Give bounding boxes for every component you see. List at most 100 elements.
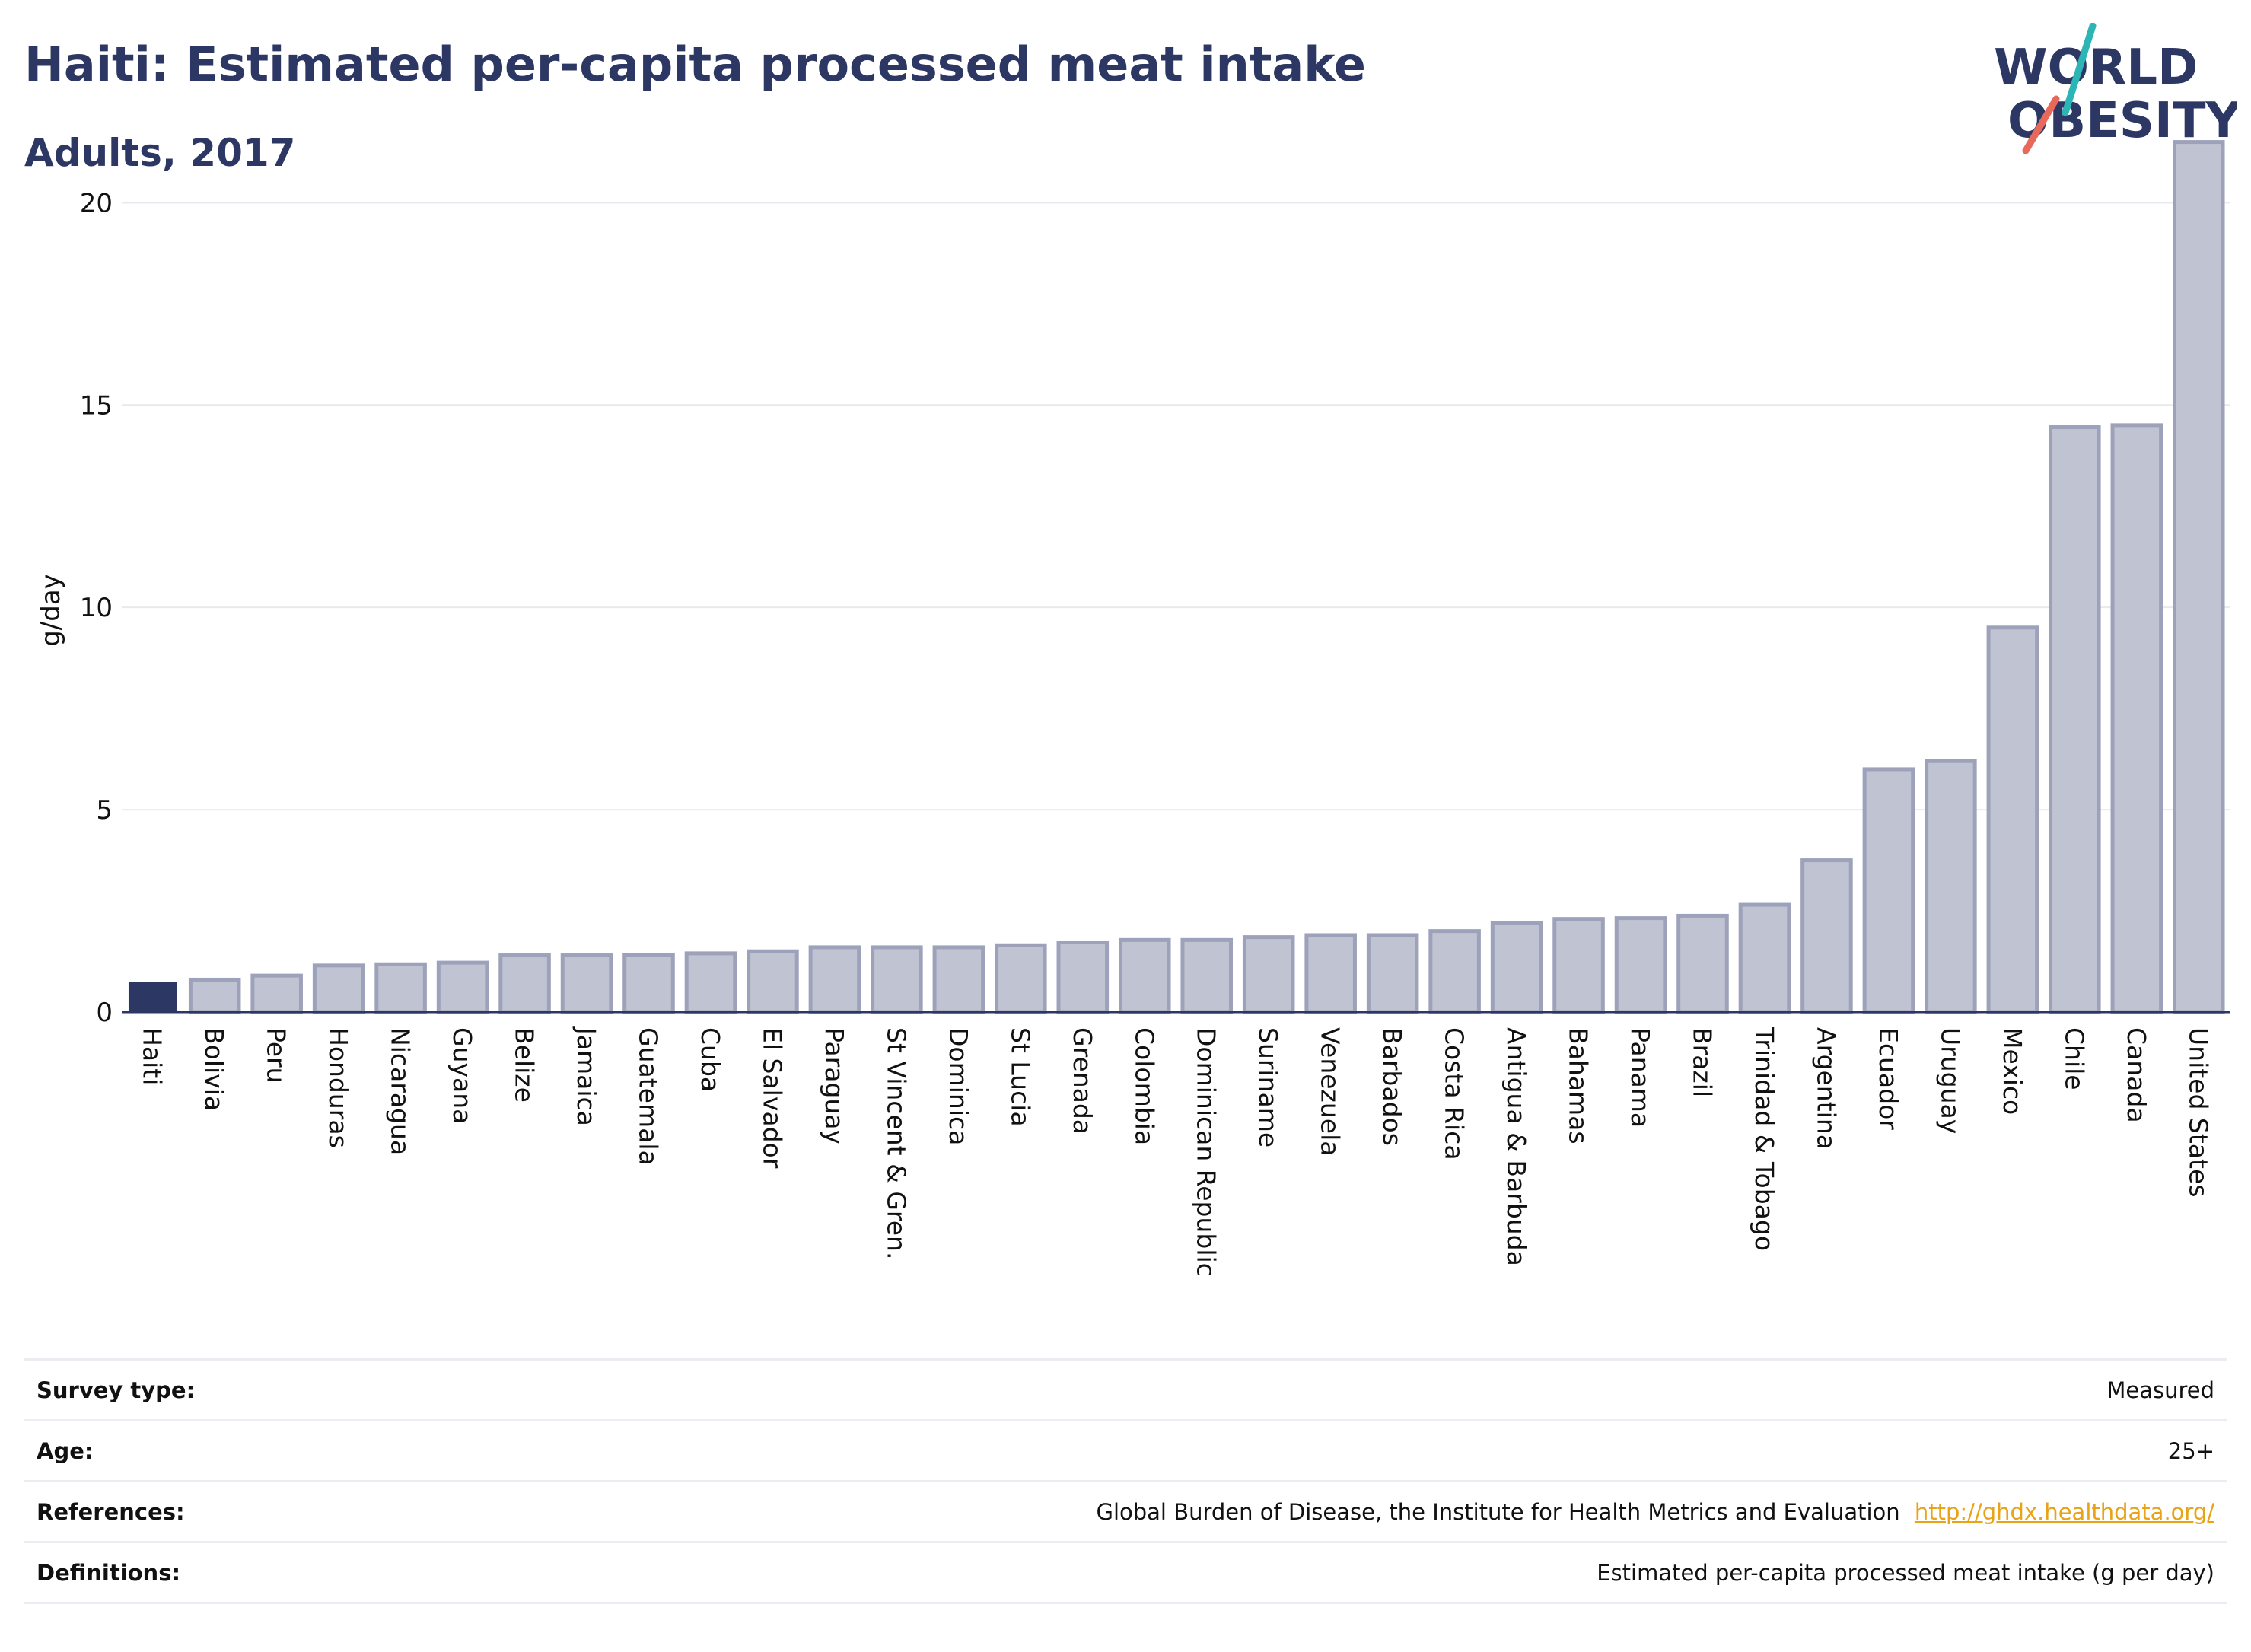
x-tick-label: Brazil [1688, 1027, 1718, 1097]
bar [1366, 933, 1419, 1014]
bar [374, 962, 427, 1014]
bar [560, 953, 613, 1014]
bars [128, 140, 2225, 1014]
metadata-table: Survey type: Measured Age: 25+ Reference… [24, 1358, 2227, 1604]
bar [1242, 935, 1295, 1014]
x-tick-label: Honduras [323, 1027, 353, 1148]
bar [2110, 423, 2163, 1014]
x-tick-label: Uruguay [1935, 1027, 1965, 1134]
x-tick-label: Jamaica [572, 1026, 601, 1126]
bar [1862, 767, 1915, 1014]
bar [1304, 933, 1357, 1014]
x-tick-label: Haiti [138, 1027, 167, 1085]
x-tick-label: Ecuador [1874, 1027, 1903, 1130]
y-tick-label: 5 [96, 795, 113, 826]
bar [1552, 917, 1605, 1014]
age-label: Age: [37, 1437, 94, 1464]
logo-slash-coral [2022, 95, 2060, 154]
x-tick-label: Dominican Republic [1192, 1027, 1221, 1277]
logo-slash-teal [2062, 23, 2097, 116]
y-axis-ticks: 0 5 10 15 20 [80, 188, 113, 1028]
bar [1180, 937, 1234, 1014]
survey-type-label: Survey type: [37, 1377, 196, 1403]
definitions-label: Definitions: [37, 1559, 181, 1586]
x-tick-label: El Salvador [757, 1027, 787, 1169]
x-tick-label: Paraguay [820, 1027, 849, 1144]
x-tick-label: Bolivia [199, 1027, 229, 1111]
y-tick-label: 15 [80, 390, 113, 421]
x-tick-label: Peru [262, 1027, 291, 1084]
bar [1800, 858, 1853, 1014]
bar [1738, 902, 1791, 1014]
x-tick-label: Venezuela [1316, 1027, 1345, 1156]
x-tick-label: Mexico [1998, 1027, 2027, 1115]
bar [1986, 625, 2039, 1014]
survey-type-value: Measured [2106, 1377, 2214, 1403]
bar [1490, 921, 1543, 1014]
x-tick-label: Grenada [1068, 1027, 1097, 1135]
bar [1056, 941, 1110, 1014]
bar [1676, 913, 1729, 1014]
bar [1614, 916, 1667, 1014]
x-tick-label: Antigua & Barbuda [1501, 1027, 1531, 1266]
x-tick-label: Barbados [1377, 1027, 1407, 1146]
bar [995, 943, 1047, 1014]
definitions-value: Estimated per-capita processed meat inta… [1597, 1559, 2214, 1586]
x-tick-label: Panama [1625, 1027, 1655, 1128]
meta-row-age: Age: 25+ [24, 1419, 2227, 1480]
bar [312, 963, 365, 1014]
meta-row-definitions: Definitions: Estimated per-capita proces… [24, 1541, 2227, 1604]
x-tick-label: Suriname [1253, 1027, 1283, 1147]
bar-chart: 0 5 10 15 20 g/day Haiti Bolivia Peru Honduras N… [36, 140, 2230, 1277]
bar [1428, 929, 1481, 1014]
bar-highlighted [128, 982, 177, 1012]
chart-subtitle: Adults, 2017 [24, 131, 296, 175]
y-axis-label: g/day [36, 574, 66, 647]
bar [2049, 425, 2101, 1014]
y-tick-label: 20 [80, 188, 113, 218]
x-tick-label: Argentina [1811, 1027, 1841, 1150]
world-obesity-logo: WORLD OBESITY [1994, 23, 2237, 154]
bar [871, 945, 923, 1014]
x-tick-label: Guyana [447, 1027, 477, 1124]
references-link[interactable]: http://ghdx.healthdata.org/ [1914, 1498, 2214, 1525]
x-tick-label: Nicaragua [386, 1027, 415, 1155]
x-axis-ticks: Haiti Bolivia Peru Honduras Nicaragua Guyana B… [138, 1026, 2214, 1277]
x-tick-label: Colombia [1129, 1027, 1159, 1145]
x-tick-label: St Vincent & Gren. [881, 1027, 911, 1259]
chart-title: Haiti: Estimated per-capita processed me… [24, 37, 1366, 92]
logo-text-world: WORLD [1994, 40, 2198, 96]
bar [932, 945, 985, 1014]
x-tick-label: United States [2183, 1027, 2213, 1197]
gridlines [122, 202, 2230, 811]
x-tick-label: Chile [2059, 1027, 2089, 1090]
x-tick-label: St Lucia [1005, 1027, 1035, 1127]
bar [808, 945, 861, 1014]
bar [684, 951, 737, 1014]
bar [622, 952, 675, 1014]
bar [1118, 937, 1171, 1014]
y-tick-label: 0 [96, 998, 113, 1028]
bar [747, 949, 799, 1014]
x-tick-label: Bahamas [1564, 1027, 1594, 1144]
x-tick-label: Cuba [696, 1027, 725, 1092]
age-value: 25+ [2167, 1437, 2214, 1464]
y-tick-label: 10 [80, 593, 113, 623]
meta-row-survey: Survey type: Measured [24, 1358, 2227, 1419]
x-tick-label: Trinidad & Tobago [1750, 1027, 1779, 1251]
x-tick-label: Dominica [944, 1027, 973, 1145]
bar [436, 960, 489, 1014]
x-tick-label: Canada [2122, 1027, 2151, 1123]
meta-row-references: References: Global Burden of Disease, th… [24, 1480, 2227, 1541]
references-value: Global Burden of Disease, the Institute … [1096, 1498, 1900, 1525]
bar [2172, 140, 2225, 1014]
bar [188, 977, 241, 1014]
bar [498, 953, 551, 1014]
x-tick-label: Costa Rica [1440, 1027, 1469, 1160]
bar [1925, 759, 1977, 1014]
references-label: References: [37, 1498, 185, 1525]
references-value-wrap: Global Burden of Disease, the Institute … [1096, 1499, 2214, 1525]
bar [250, 973, 303, 1014]
x-tick-label: Belize [510, 1027, 540, 1103]
x-tick-label: Guatemala [634, 1027, 664, 1166]
